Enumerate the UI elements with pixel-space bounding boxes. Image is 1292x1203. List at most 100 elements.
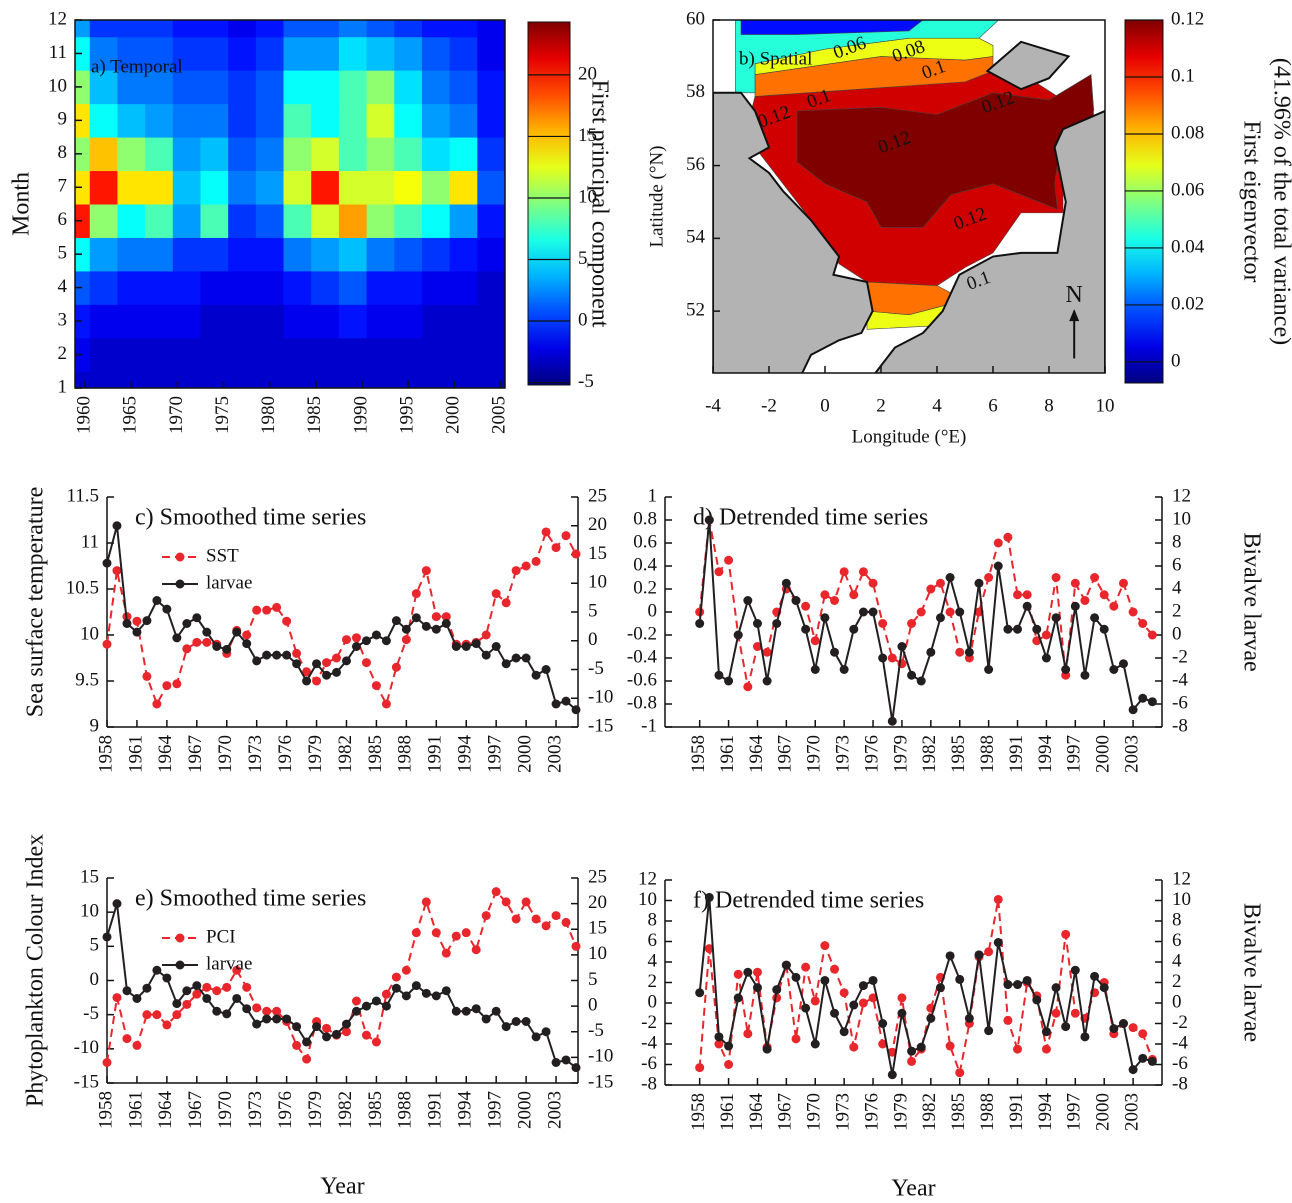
- x-tick-label: 1958: [688, 1093, 709, 1131]
- x-tick-label: 1964: [155, 1091, 176, 1130]
- x-tick-label: 1967: [775, 1093, 796, 1131]
- data-point: [521, 897, 531, 907]
- x-tick-label: 2005: [489, 396, 510, 434]
- data-point: [351, 1006, 361, 1016]
- heatmap-cell: [311, 371, 340, 388]
- data-point: [222, 982, 232, 992]
- data-point: [830, 596, 840, 605]
- x-tick-label: 1958: [95, 735, 116, 773]
- heatmap-cell: [283, 103, 312, 138]
- data-point: [292, 659, 302, 669]
- heatmap-cell: [311, 36, 340, 71]
- data-point: [312, 659, 322, 669]
- data-point: [451, 931, 461, 941]
- heatmap-cell: [172, 204, 201, 238]
- data-point: [810, 636, 820, 646]
- legend-label: SST: [206, 545, 239, 566]
- x-tick-label: 1988: [395, 1091, 416, 1129]
- data-point: [361, 1030, 371, 1040]
- heatmap-cell: [338, 20, 368, 38]
- x-tick-label: 1991: [425, 735, 446, 773]
- data-point: [401, 991, 411, 1001]
- data-point: [955, 647, 965, 657]
- y-tick-label: 12: [48, 8, 67, 29]
- heatmap-cell: [338, 70, 368, 105]
- y-tick-label: -2: [1172, 1012, 1188, 1033]
- data-point: [162, 1020, 172, 1030]
- data-point: [1109, 665, 1119, 674]
- heatmap-cell: [421, 204, 451, 238]
- y-tick-label: 25: [588, 866, 607, 887]
- data-point: [1041, 1027, 1051, 1037]
- heatmap-cell: [366, 36, 395, 71]
- y-tick-label: 4: [1172, 577, 1182, 598]
- data-point: [839, 567, 849, 577]
- legend-label: PCI: [206, 926, 236, 947]
- data-point: [820, 590, 830, 600]
- heatmap-cell: [255, 204, 285, 238]
- x-tick-label: 2000: [514, 735, 535, 773]
- y-tick-label: 60: [686, 8, 705, 29]
- data-point: [351, 633, 361, 643]
- data-point: [262, 1014, 272, 1024]
- heatmap-cell: [366, 103, 395, 138]
- x-tick-label: 1997: [485, 735, 506, 773]
- data-point: [955, 1068, 965, 1078]
- data-point: [521, 561, 531, 571]
- heatmap-cell: [338, 103, 368, 138]
- data-point: [561, 531, 571, 541]
- y-tick-label: 10: [80, 623, 99, 644]
- y-tick-label: 11: [81, 531, 99, 552]
- data-point: [993, 938, 1003, 948]
- data-point: [704, 892, 714, 902]
- y-tick-label: 8: [1172, 909, 1182, 930]
- heatmap-cell: [394, 304, 423, 339]
- heatmap-cell: [311, 137, 340, 172]
- x-tick-label: 1982: [335, 1091, 356, 1129]
- heatmap-cell: [117, 270, 146, 305]
- data-point: [182, 986, 192, 996]
- data-point: [142, 983, 152, 993]
- data-point: [801, 962, 811, 972]
- data-point: [724, 555, 734, 565]
- data-point: [551, 543, 561, 553]
- heatmap-cell: [477, 337, 505, 372]
- colorbar-tick-label: 0.06: [1171, 179, 1204, 200]
- data-point: [381, 699, 391, 709]
- x-tick-label: 0: [820, 395, 830, 416]
- data-point: [561, 696, 571, 706]
- heatmap-cell: [366, 237, 395, 272]
- heatmap-cell: [75, 337, 91, 372]
- data-point: [232, 993, 242, 1003]
- contour-band: [796, 74, 1095, 228]
- data-point: [916, 1042, 926, 1052]
- data-point: [1128, 607, 1138, 617]
- data-point: [1099, 624, 1109, 634]
- y-tick-label: 6: [58, 209, 68, 230]
- data-point: [272, 650, 282, 660]
- heatmap-cell: [338, 270, 368, 305]
- data-point: [984, 573, 994, 582]
- data-point: [202, 627, 212, 637]
- data-point: [984, 947, 994, 957]
- data-point: [531, 914, 541, 924]
- y-tick-label: 20: [588, 892, 607, 913]
- data-point: [122, 619, 132, 628]
- data-point: [781, 960, 791, 970]
- data-point: [312, 676, 322, 686]
- heatmap-cell: [477, 270, 505, 305]
- y-tick-label: 10: [588, 572, 607, 593]
- data-point: [1061, 929, 1071, 939]
- data-point: [192, 637, 202, 647]
- y-tick-label: -6: [1172, 692, 1188, 713]
- data-point: [1080, 596, 1090, 605]
- data-point: [907, 1056, 917, 1066]
- heatmap-cell: [311, 337, 340, 372]
- y-tick-label: 5: [588, 600, 598, 621]
- data-point: [551, 911, 561, 921]
- data-point: [391, 662, 401, 672]
- y-tick-label: -2: [641, 1012, 657, 1033]
- data-point: [1090, 573, 1100, 582]
- x-tick-label: 1961: [717, 1093, 738, 1131]
- data-point: [192, 613, 202, 623]
